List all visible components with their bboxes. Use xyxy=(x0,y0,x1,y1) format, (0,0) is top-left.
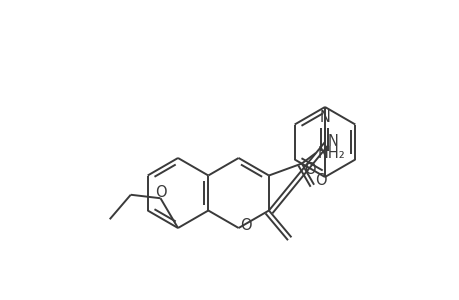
Text: O: O xyxy=(314,173,326,188)
Text: O: O xyxy=(303,161,315,176)
Text: O: O xyxy=(154,185,166,200)
Text: N: N xyxy=(327,134,338,149)
Text: O: O xyxy=(240,218,252,232)
Text: N: N xyxy=(319,110,330,125)
Text: NH₂: NH₂ xyxy=(317,146,345,160)
